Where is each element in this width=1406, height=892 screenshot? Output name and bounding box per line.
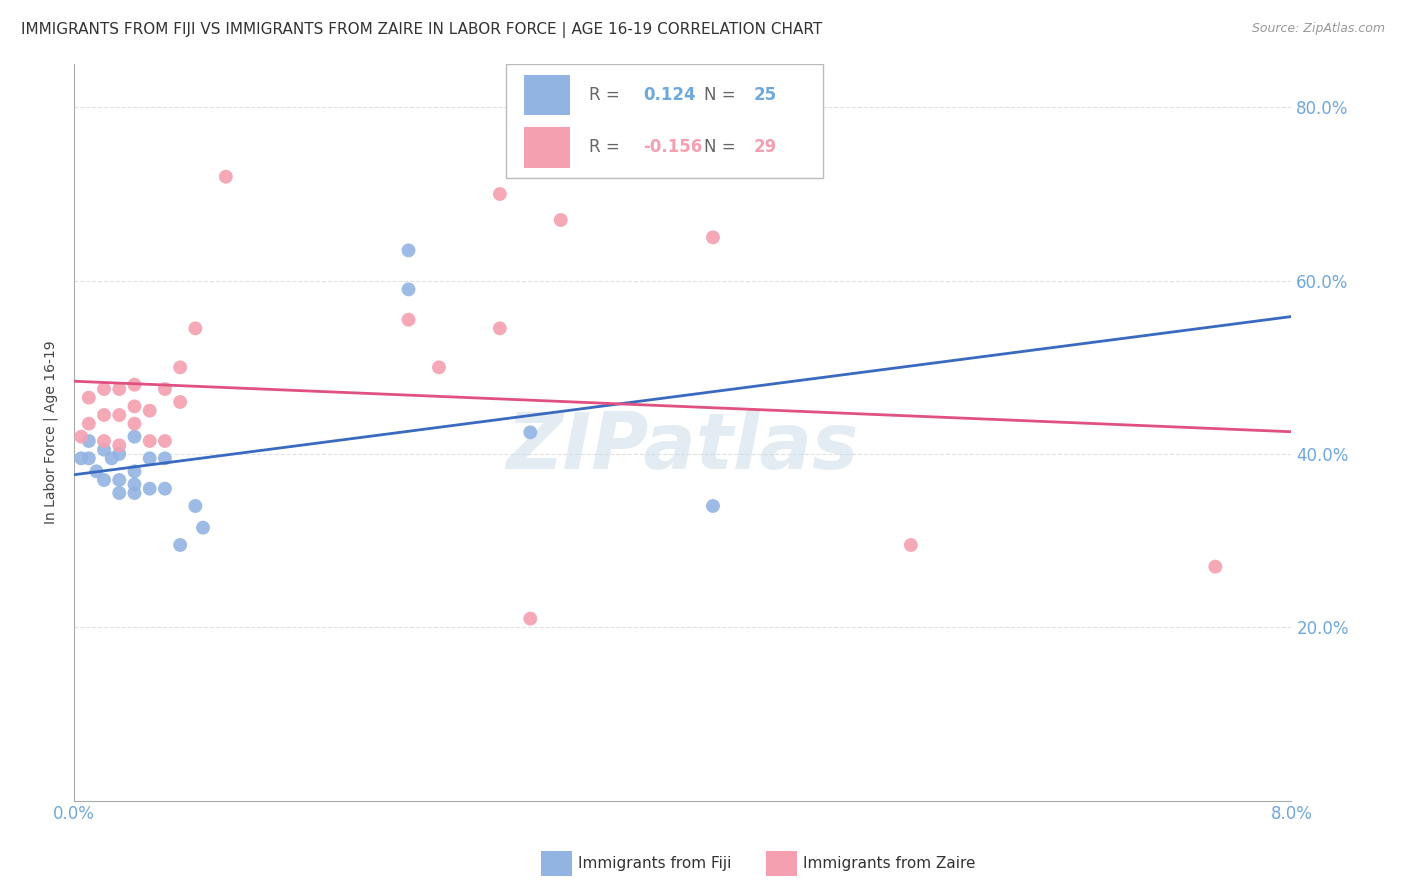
Point bbox=[77, 391, 100, 405]
Point bbox=[184, 321, 207, 335]
Text: ZIPatlas: ZIPatlas bbox=[506, 409, 859, 485]
Point bbox=[138, 482, 160, 496]
Point bbox=[900, 538, 922, 552]
Point bbox=[191, 521, 214, 535]
Point bbox=[77, 434, 100, 448]
Text: Source: ZipAtlas.com: Source: ZipAtlas.com bbox=[1251, 22, 1385, 36]
Point bbox=[93, 473, 115, 487]
Point bbox=[124, 464, 146, 478]
Point bbox=[519, 425, 541, 440]
Point bbox=[93, 382, 115, 396]
Text: IMMIGRANTS FROM FIJI VS IMMIGRANTS FROM ZAIRE IN LABOR FORCE | AGE 16-19 CORRELA: IMMIGRANTS FROM FIJI VS IMMIGRANTS FROM … bbox=[21, 22, 823, 38]
Point bbox=[489, 187, 512, 202]
Point bbox=[427, 360, 450, 375]
Point bbox=[489, 321, 512, 335]
FancyBboxPatch shape bbox=[524, 75, 571, 115]
Point bbox=[108, 438, 131, 452]
Point bbox=[169, 360, 191, 375]
Text: 0.124: 0.124 bbox=[644, 86, 696, 103]
Point bbox=[153, 451, 176, 466]
FancyBboxPatch shape bbox=[506, 64, 823, 178]
Point bbox=[86, 464, 108, 478]
Point bbox=[124, 430, 146, 444]
Point bbox=[108, 486, 131, 500]
Point bbox=[93, 408, 115, 422]
Text: R =: R = bbox=[589, 138, 620, 156]
Point bbox=[519, 612, 541, 626]
Text: 29: 29 bbox=[754, 138, 776, 156]
Point bbox=[77, 451, 100, 466]
Point bbox=[153, 434, 176, 448]
Point bbox=[108, 382, 131, 396]
Point bbox=[124, 400, 146, 414]
Point bbox=[153, 482, 176, 496]
Point bbox=[398, 244, 420, 258]
Point bbox=[70, 430, 93, 444]
Point bbox=[138, 434, 160, 448]
Text: 25: 25 bbox=[754, 86, 776, 103]
Point bbox=[100, 451, 122, 466]
Point bbox=[108, 473, 131, 487]
Text: Immigrants from Fiji: Immigrants from Fiji bbox=[578, 856, 731, 871]
Text: -0.156: -0.156 bbox=[644, 138, 703, 156]
Point bbox=[77, 417, 100, 431]
Point bbox=[70, 451, 93, 466]
Point bbox=[108, 408, 131, 422]
Point bbox=[138, 403, 160, 417]
Point bbox=[124, 377, 146, 392]
Point bbox=[108, 447, 131, 461]
FancyBboxPatch shape bbox=[524, 128, 571, 168]
Point bbox=[93, 434, 115, 448]
Point bbox=[93, 442, 115, 457]
Point bbox=[550, 213, 572, 227]
Point bbox=[1204, 559, 1226, 574]
Point bbox=[184, 499, 207, 513]
Text: R =: R = bbox=[589, 86, 620, 103]
Text: N =: N = bbox=[704, 138, 737, 156]
Point bbox=[138, 451, 160, 466]
Point bbox=[169, 538, 191, 552]
Point bbox=[169, 395, 191, 409]
Point bbox=[702, 499, 724, 513]
Point bbox=[398, 282, 420, 296]
Point bbox=[124, 486, 146, 500]
Point bbox=[702, 230, 724, 244]
Text: Immigrants from Zaire: Immigrants from Zaire bbox=[803, 856, 976, 871]
Point bbox=[124, 417, 146, 431]
Point bbox=[153, 382, 176, 396]
Point bbox=[398, 312, 420, 326]
Point bbox=[124, 477, 146, 491]
Text: N =: N = bbox=[704, 86, 737, 103]
Point bbox=[215, 169, 238, 184]
Y-axis label: In Labor Force | Age 16-19: In Labor Force | Age 16-19 bbox=[44, 341, 58, 524]
